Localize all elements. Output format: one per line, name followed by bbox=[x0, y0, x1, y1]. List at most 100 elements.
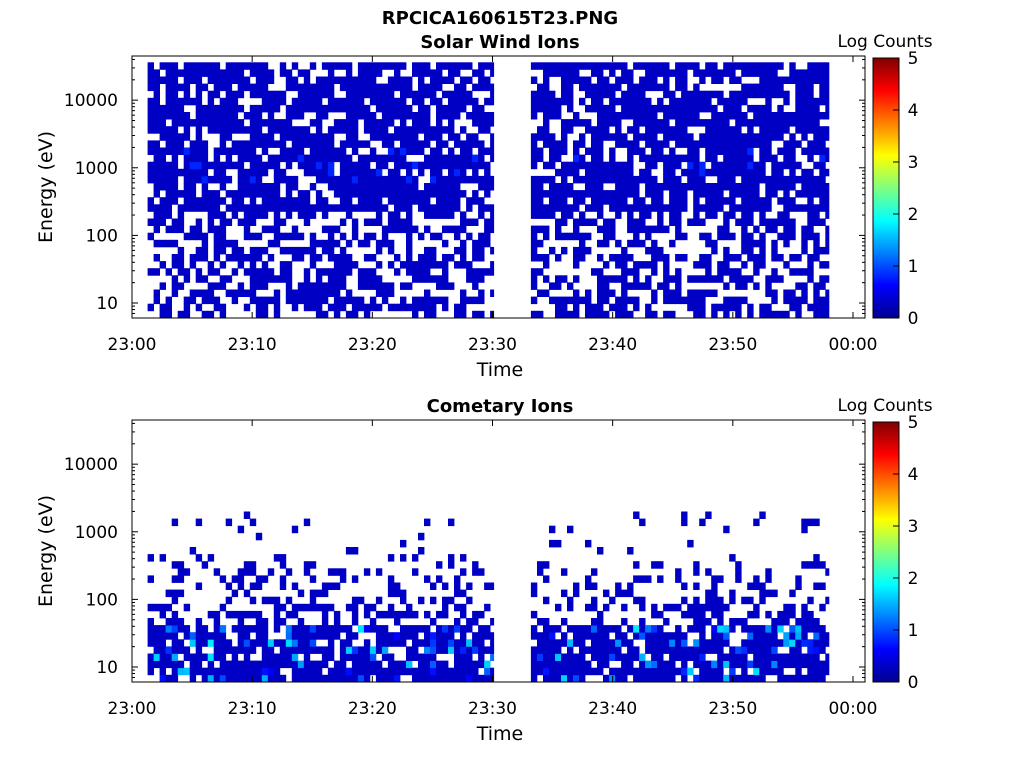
heatmap-cell bbox=[615, 296, 622, 305]
heatmap-cell bbox=[195, 140, 203, 148]
heatmap-cell bbox=[530, 632, 538, 640]
heatmap-cell bbox=[472, 275, 479, 283]
heatmap-cell bbox=[699, 639, 706, 647]
heatmap-cell bbox=[747, 239, 754, 248]
heatmap-cell bbox=[442, 268, 449, 276]
heatmap-cell bbox=[777, 119, 784, 127]
heatmap-cell bbox=[369, 625, 377, 633]
heatmap-cell bbox=[394, 589, 401, 598]
heatmap-cell bbox=[615, 126, 622, 134]
heatmap-cell bbox=[783, 154, 790, 163]
heatmap-cell bbox=[639, 625, 646, 633]
heatmap-cell bbox=[291, 289, 299, 297]
heatmap-cell bbox=[472, 310, 479, 319]
heatmap-cell bbox=[597, 660, 604, 669]
heatmap-cell bbox=[466, 97, 473, 106]
heatmap-cell bbox=[759, 303, 766, 312]
heatmap-cell bbox=[345, 197, 353, 205]
heatmap-cell bbox=[759, 211, 766, 219]
heatmap-cell bbox=[297, 97, 305, 106]
heatmap-cell bbox=[261, 303, 269, 312]
heatmap-cell bbox=[633, 126, 640, 134]
heatmap-cell bbox=[460, 303, 467, 312]
heatmap-cell bbox=[363, 310, 371, 319]
heatmap-cell bbox=[609, 97, 616, 106]
heatmap-cell bbox=[753, 133, 760, 141]
heatmap-cell bbox=[195, 582, 203, 590]
heatmap-cell bbox=[201, 119, 209, 127]
heatmap-cell bbox=[801, 69, 808, 77]
heatmap-cell bbox=[189, 232, 197, 241]
heatmap-cell bbox=[219, 632, 227, 640]
heatmap-cell bbox=[291, 112, 299, 120]
heatmap-cell bbox=[537, 104, 544, 113]
heatmap-cell bbox=[291, 625, 299, 633]
heatmap-cell bbox=[675, 104, 682, 113]
heatmap-cell bbox=[418, 625, 425, 633]
heatmap-cell bbox=[424, 133, 431, 141]
heatmap-cell bbox=[424, 90, 431, 99]
heatmap-cell bbox=[543, 133, 550, 141]
heatmap-cell bbox=[669, 239, 676, 248]
heatmap-cell bbox=[321, 618, 329, 626]
heatmap-cell bbox=[639, 660, 646, 669]
heatmap-cell bbox=[448, 674, 455, 683]
heatmap-cell bbox=[412, 175, 419, 184]
heatmap-cell bbox=[195, 119, 203, 127]
heatmap-cell bbox=[717, 183, 724, 191]
heatmap-cell bbox=[153, 183, 160, 191]
heatmap-cell bbox=[177, 119, 185, 127]
heatmap-cell bbox=[375, 154, 383, 163]
heatmap-cell bbox=[723, 303, 730, 312]
heatmap-cell bbox=[705, 261, 712, 269]
heatmap-cell bbox=[357, 197, 365, 205]
heatmap-cell bbox=[615, 646, 622, 654]
heatmap-cell bbox=[741, 190, 748, 198]
heatmap-cell bbox=[603, 660, 610, 669]
heatmap-cell bbox=[171, 197, 179, 205]
heatmap-cell bbox=[657, 119, 664, 127]
heatmap-cell bbox=[201, 296, 209, 305]
heatmap-cell bbox=[825, 97, 830, 106]
heatmap-cell bbox=[484, 225, 491, 234]
heatmap-cell bbox=[159, 653, 166, 661]
heatmap-cell bbox=[315, 112, 323, 120]
heatmap-cell bbox=[530, 97, 538, 106]
heatmap-cell bbox=[237, 190, 245, 198]
heatmap-cell bbox=[537, 618, 544, 626]
heatmap-cell bbox=[147, 660, 154, 669]
heatmap-cell bbox=[609, 161, 616, 170]
heatmap-cell bbox=[351, 225, 359, 234]
heatmap-cell bbox=[315, 161, 323, 170]
heatmap-cell bbox=[530, 646, 538, 654]
heatmap-cell bbox=[339, 667, 347, 676]
heatmap-cell bbox=[549, 190, 556, 198]
heatmap-cell bbox=[460, 667, 467, 676]
heatmap-cell bbox=[771, 660, 778, 669]
heatmap-cell bbox=[345, 183, 353, 191]
heatmap-cell bbox=[825, 190, 830, 198]
heatmap-cell bbox=[729, 161, 736, 170]
heatmap-cell bbox=[309, 104, 317, 113]
heatmap-cell bbox=[261, 575, 269, 583]
heatmap-cell bbox=[741, 639, 748, 647]
heatmap-cell bbox=[418, 90, 425, 99]
heatmap-cell bbox=[759, 140, 766, 148]
heatmap-cell bbox=[412, 97, 419, 106]
heatmap-cell bbox=[777, 62, 784, 70]
heatmap-cell bbox=[789, 653, 796, 661]
heatmap-cell bbox=[825, 667, 830, 676]
heatmap-cell bbox=[267, 126, 275, 134]
heatmap-cell bbox=[201, 204, 209, 212]
heatmap-cell bbox=[657, 246, 664, 255]
heatmap-cell bbox=[406, 147, 413, 155]
heatmap-cell bbox=[585, 660, 592, 669]
heatmap-cell bbox=[177, 211, 185, 219]
heatmap-cell bbox=[729, 303, 736, 312]
heatmap-cell bbox=[717, 261, 724, 269]
heatmap-cell bbox=[777, 310, 784, 319]
heatmap-cell bbox=[693, 112, 700, 120]
heatmap-cell bbox=[681, 204, 688, 212]
heatmap-cell bbox=[484, 190, 491, 198]
colorbar-tick-label: 3 bbox=[908, 153, 919, 173]
